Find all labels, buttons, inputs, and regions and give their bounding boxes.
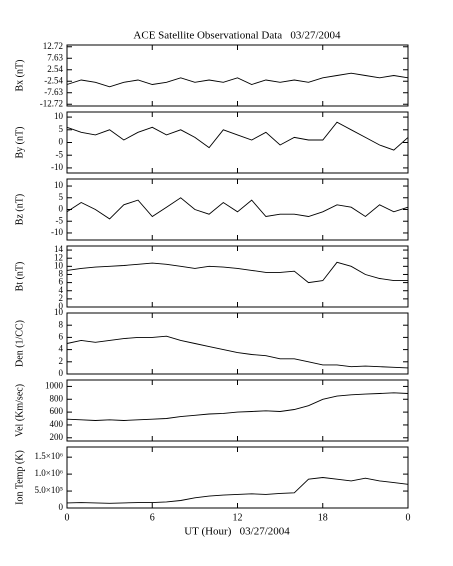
panel-frame [66, 245, 409, 308]
y-tick-label: 0 [59, 502, 64, 512]
y-tick-label: 1.5×10⁶ [35, 451, 63, 461]
y-tick-label: 12 [54, 252, 63, 262]
y-tick-label: 0 [59, 368, 64, 378]
y-tick-label: 200 [50, 432, 64, 442]
data-line [66, 261, 408, 284]
data-line [66, 72, 409, 88]
y-tick-label: 800 [50, 393, 64, 403]
x-tick-label: 18 [318, 512, 328, 523]
y-tick-label: -7.63 [44, 87, 63, 97]
panel-frame [66, 111, 409, 174]
y-tick-label: 1000 [45, 380, 64, 390]
panel-frame [66, 312, 409, 375]
y-tick-label: 10 [54, 307, 64, 317]
y-tick-label: 1.0×10⁶ [35, 468, 63, 478]
y-tick-label: -12.72 [40, 98, 63, 108]
y-tick-label: 400 [50, 419, 64, 429]
y-tick-label: 600 [50, 406, 64, 416]
y-tick-label: 12.72 [43, 41, 63, 51]
y-tick-label: -10 [51, 162, 63, 172]
y-axis-label: Bx (nT) [14, 60, 25, 92]
panel-frame [66, 379, 409, 442]
y-tick-label: 4 [59, 285, 64, 295]
panel-frame [66, 178, 409, 241]
panel-frame [66, 44, 409, 107]
y-tick-label: 0 [59, 301, 64, 311]
data-line [66, 335, 409, 369]
data-line [66, 477, 409, 504]
y-tick-label: -5 [56, 149, 64, 159]
y-tick-label: 4 [59, 344, 64, 354]
y-tick-label: -10 [51, 227, 63, 237]
y-axis-label: By (nT) [14, 127, 25, 159]
data-line [66, 392, 409, 421]
y-tick-label: 0 [59, 204, 64, 214]
y-tick-label: 5 [59, 124, 64, 134]
y-axis-label: Den (1/CC) [14, 320, 25, 367]
x-tick-label: 0 [65, 512, 70, 523]
y-axis-label: Vel (Km/sec) [14, 384, 25, 437]
chart-title: ACE Satellite Observational Data 03/27/2… [133, 30, 341, 42]
y-tick-label: 6 [59, 331, 64, 341]
y-tick-label: 8 [59, 319, 64, 329]
y-tick-label: 10 [54, 180, 64, 190]
y-axis-label: Bz (nT) [14, 194, 25, 225]
y-tick-label: 5 [59, 192, 64, 202]
y-tick-label: 2.54 [47, 64, 63, 74]
x-tick-label: 0 [406, 512, 411, 523]
y-tick-label: 8 [59, 269, 64, 279]
x-axis-label: UT (Hour) 03/27/2004 [184, 526, 290, 538]
y-tick-label: 10 [54, 111, 64, 121]
panel-frame [66, 446, 409, 509]
y-tick-label: 10 [54, 260, 64, 270]
y-axis-label: Bt (nT) [14, 262, 25, 292]
y-tick-label: 2 [59, 356, 64, 366]
y-tick-label: 0 [59, 137, 64, 147]
y-tick-label: 14 [54, 244, 64, 254]
y-tick-label: 2 [59, 293, 64, 303]
y-tick-label: 6 [59, 277, 64, 287]
data-line [66, 197, 409, 220]
data-line [66, 121, 409, 151]
y-tick-label: -2.54 [44, 75, 63, 85]
x-tick-label: 12 [233, 512, 243, 523]
y-tick-label: 5.0×10⁵ [35, 485, 63, 495]
x-tick-label: 6 [150, 512, 155, 523]
y-axis-label: Ion Temp (K) [14, 450, 25, 505]
y-tick-label: 7.63 [47, 52, 63, 62]
y-tick-label: -5 [56, 215, 64, 225]
